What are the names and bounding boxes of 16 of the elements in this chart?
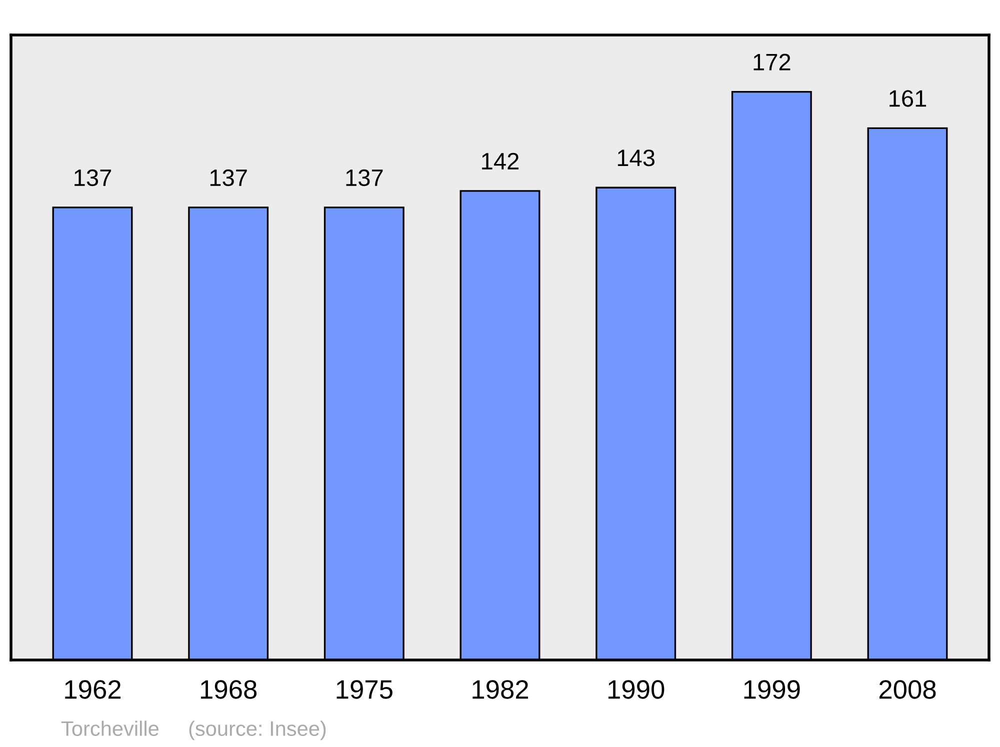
data-label: 137 (210, 169, 247, 186)
text: Torcheville (61, 720, 158, 736)
data-label: 161 (890, 90, 926, 107)
x-tick-label: 1968 (200, 680, 257, 699)
x-tick-label: 2008 (879, 680, 936, 699)
x-tick-label: 1975 (336, 680, 392, 699)
text: (source: Insee) (189, 720, 326, 740)
x-tick-label: 1982 (472, 680, 528, 699)
x-tick-label: 1990 (608, 680, 664, 699)
data-label: 142 (482, 152, 519, 170)
data-label: 137 (74, 169, 112, 186)
x-tick-label: 1999 (744, 680, 800, 699)
data-label: 137 (346, 169, 383, 186)
data-label: 172 (754, 54, 790, 70)
data-label: 143 (618, 150, 654, 166)
x-tick-label: 1962 (65, 680, 121, 699)
